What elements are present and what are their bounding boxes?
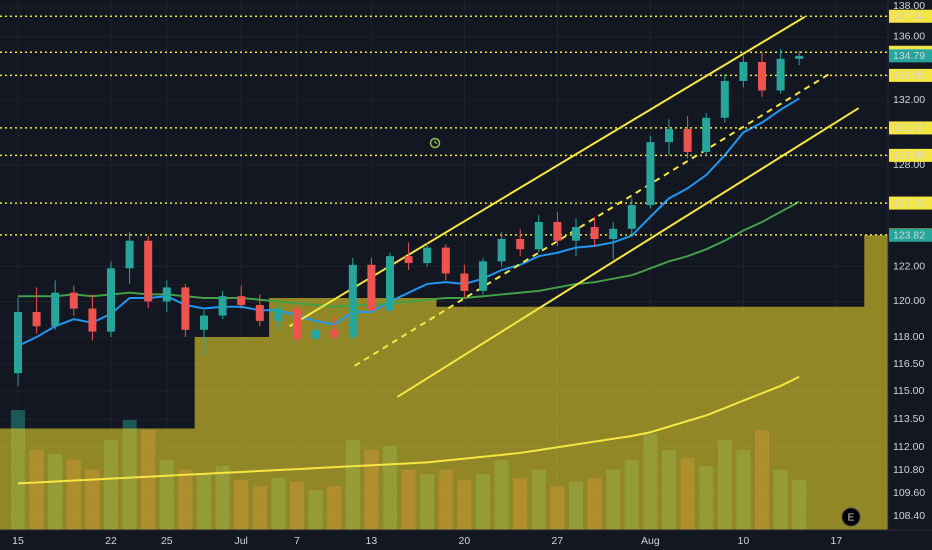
level-box (889, 196, 932, 210)
x-tick-label: 7 (294, 535, 300, 547)
level-label: 125.72 (893, 197, 925, 209)
candle-body (386, 256, 394, 311)
candle-body (88, 308, 97, 332)
axis-labels: 138.00136.00132.00128.00122.00120.00118.… (12, 0, 932, 547)
y-tick-label: 112.00 (893, 441, 924, 453)
plot (0, 0, 888, 531)
candle-body (683, 129, 692, 152)
moving-average (17, 375, 800, 485)
cloud-area (0, 235, 888, 531)
y-tick-label: 110.80 (893, 464, 924, 476)
candle-body (441, 247, 450, 274)
candle-body (627, 205, 636, 229)
price-axis (888, 0, 932, 550)
level-box (889, 9, 932, 23)
candle-body (162, 287, 171, 302)
candle-body (423, 247, 432, 264)
y-tick-label: 109.60 (893, 487, 925, 499)
x-tick-label: Aug (641, 535, 660, 547)
y-tick-label: 138.00 (893, 0, 925, 12)
candle-body (14, 312, 22, 374)
y-tick-label: 122.00 (893, 260, 925, 272)
candle-body (293, 308, 301, 339)
candle-body (237, 296, 246, 305)
level-box (889, 121, 932, 135)
candle-body (348, 264, 357, 337)
candle-body (107, 268, 115, 332)
candle-body (460, 273, 469, 291)
alarm-icon (429, 137, 441, 149)
level-label: 133.55 (893, 70, 925, 82)
earnings-badge[interactable] (841, 507, 861, 527)
candle-body (311, 329, 320, 339)
x-tick-label: 27 (552, 535, 564, 547)
candle-body (69, 292, 78, 309)
candle-body (367, 264, 376, 311)
candle-body (776, 58, 785, 91)
candle-body (144, 240, 153, 302)
y-tick-label: 116.50 (893, 358, 924, 370)
area-value-box (889, 228, 932, 242)
candle-body (404, 256, 413, 264)
x-tick-label: 15 (12, 535, 24, 547)
y-tick-label: 118.00 (893, 331, 924, 343)
y-tick-label: 113.50 (893, 413, 924, 425)
last-price-label: 134.79 (893, 50, 925, 62)
candle-body (32, 312, 41, 327)
level-label: 128.59 (893, 150, 925, 162)
y-tick-label: 108.40 (893, 510, 925, 522)
candle-body (609, 228, 618, 240)
candle-body (758, 61, 766, 91)
trendline (289, 16, 806, 328)
y-tick-label: 120.00 (893, 295, 925, 307)
candle-body (200, 315, 208, 330)
earnings-label[interactable]: E (848, 513, 855, 524)
candle-body (795, 55, 804, 59)
candle-body (739, 61, 748, 81)
candle-body (590, 227, 599, 240)
candle-body (665, 129, 673, 143)
y-tick-label: 115.00 (893, 385, 924, 397)
y-tick-label: 136.00 (893, 31, 925, 43)
y-tick-label: 132.00 (893, 94, 925, 106)
candle-body (51, 292, 60, 327)
candle-body (646, 142, 655, 206)
candle-body (255, 304, 264, 321)
level-label: 137.34 (893, 11, 925, 23)
x-tick-label: 13 (366, 535, 378, 547)
candle-body (497, 239, 506, 262)
x-tick-label: Jul (234, 535, 247, 547)
candle-body (274, 308, 283, 321)
candle-body (181, 287, 190, 330)
level-label: 130.27 (893, 122, 925, 134)
area-value-label: 123.82 (893, 230, 925, 242)
candle-body (534, 221, 543, 250)
x-tick-label: 17 (831, 535, 843, 547)
candle-body (572, 227, 580, 241)
candle-body (720, 80, 729, 118)
candle-body (330, 329, 339, 337)
candle-body (218, 296, 227, 316)
candle-body (702, 117, 711, 152)
x-tick-label: 10 (738, 535, 750, 547)
candle-body (516, 239, 525, 250)
x-tick-label: 25 (161, 535, 173, 547)
x-tick-label: 22 (105, 535, 117, 547)
x-tick-label: 20 (459, 535, 471, 547)
candle-body (125, 240, 134, 269)
candle-body (553, 221, 562, 241)
level-box (889, 68, 932, 82)
candle-body (479, 261, 487, 291)
trendline (354, 72, 832, 367)
trendline (396, 107, 860, 398)
level-box (889, 148, 932, 162)
last-price-box (889, 49, 932, 63)
